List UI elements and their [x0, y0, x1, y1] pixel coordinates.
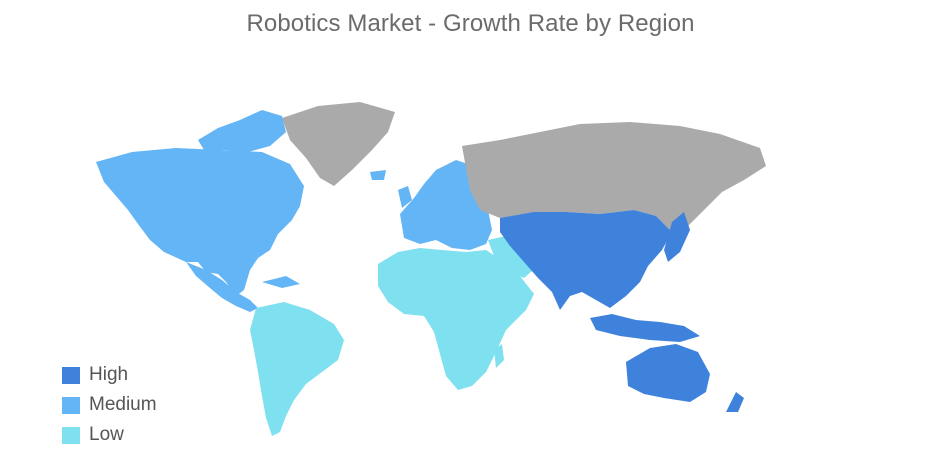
south-america-region [250, 302, 344, 436]
north-america-region [96, 148, 304, 296]
chart-title: Robotics Market - Growth Rate by Region [246, 10, 695, 37]
legend-swatch-low [62, 426, 80, 444]
legend-label-high: High [89, 364, 129, 385]
legend-swatch-medium [62, 396, 80, 414]
southeast-asia-islands-region [590, 314, 700, 342]
arctic-islands-region [198, 110, 286, 152]
australia-region [626, 344, 710, 402]
africa-region [378, 248, 534, 390]
russia-no-data [462, 122, 766, 232]
caribbean-region [262, 276, 300, 288]
legend: High Medium Low [62, 360, 157, 450]
new-zealand-region [726, 392, 744, 412]
iceland-region [370, 170, 386, 180]
greenland-no-data [282, 102, 395, 186]
legend-swatch-high [62, 366, 80, 384]
central-america-region [186, 262, 258, 312]
legend-label-medium: Medium [89, 394, 157, 415]
legend-item-medium: Medium [62, 390, 157, 420]
japan-region [664, 212, 690, 262]
legend-item-high: High [62, 360, 157, 390]
uk-region [398, 186, 412, 208]
asia-pacific-region [500, 210, 672, 310]
legend-item-low: Low [62, 420, 157, 450]
madagascar-region [494, 344, 504, 368]
legend-label-low: Low [89, 424, 124, 445]
